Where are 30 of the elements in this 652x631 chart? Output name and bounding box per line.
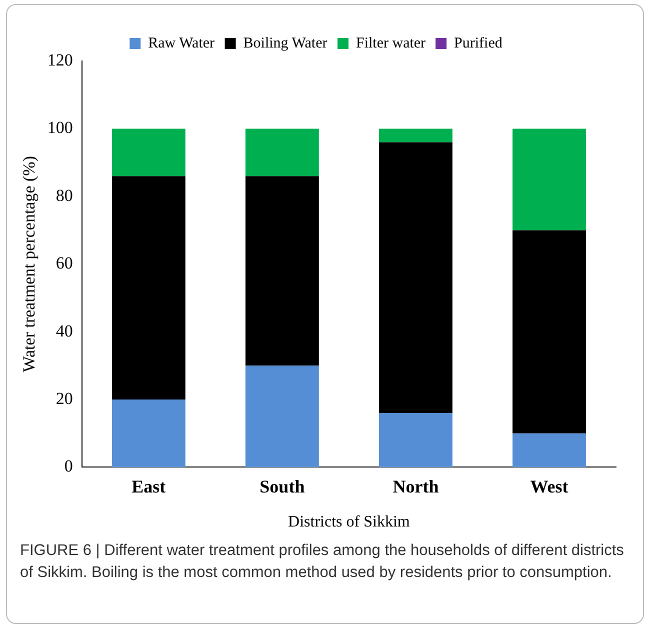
x-tick-label: West — [530, 476, 568, 497]
caption: FIGURE 6 | Different water treatment profiles among the households of different districts of Sikkim. Boiling is the most common method used by residents prior to consumption. — [20, 541, 625, 583]
legend-label: Raw Water — [148, 35, 215, 52]
x-tick-label: South — [260, 476, 305, 497]
bar — [512, 128, 586, 230]
legend-label: Boiling Water — [243, 35, 328, 52]
y-axis-title: Water treatment percentage (%) — [20, 156, 39, 372]
bar — [112, 176, 186, 400]
bar — [245, 128, 319, 176]
y-tick-label: 40 — [56, 321, 73, 340]
y-tick-label: 20 — [56, 388, 73, 408]
bar — [378, 142, 452, 414]
bar — [512, 230, 586, 434]
y-tick-label: 0 — [64, 456, 73, 476]
y-tick-label: 80 — [56, 186, 73, 205]
y-tick-label: 100 — [47, 118, 73, 138]
bar — [512, 433, 586, 468]
bar — [378, 128, 452, 142]
x-tick-label: East — [132, 476, 166, 497]
bar — [245, 366, 319, 468]
bar — [112, 128, 186, 176]
x-axis-title: Districts of Sikkim — [288, 514, 410, 531]
legend-label: Purified — [454, 35, 503, 52]
x-tick-label: North — [392, 476, 439, 497]
bar — [378, 413, 452, 468]
legend-label: Filter water — [356, 35, 426, 52]
y-tick-label: 120 — [47, 50, 73, 70]
bar — [245, 176, 319, 366]
y-tick-label: 60 — [56, 254, 73, 273]
bar — [112, 400, 186, 468]
